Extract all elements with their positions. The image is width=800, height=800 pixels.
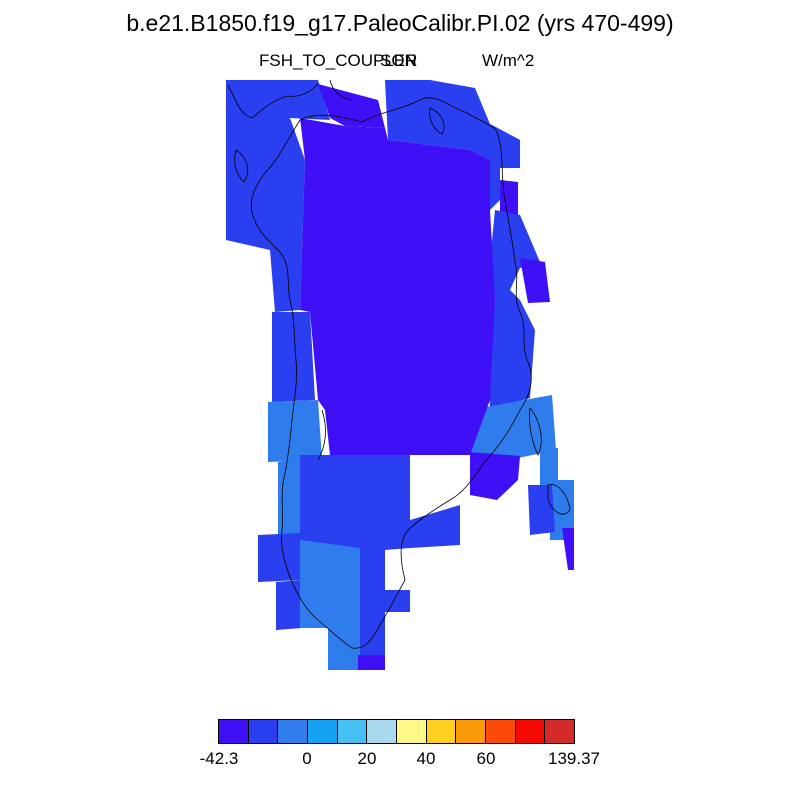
colorbar-box [308,720,338,743]
colorbar-box [278,720,309,743]
variable-label: FSH_TO_COUPLER [259,51,418,70]
field-cell [540,448,558,485]
field-cell [328,628,360,670]
colorbar [218,719,575,744]
field-cell [226,118,305,312]
field-cell [528,485,555,535]
field-cell [278,460,302,537]
colorbar-tick-label: 40 [416,749,436,768]
field-cell [500,180,518,218]
field-cell [490,124,520,210]
field-cell [272,312,315,402]
colorbar-box [545,720,575,743]
season-label: SON [380,51,417,70]
colorbar-box [486,720,516,743]
field-cell [550,480,574,540]
field-cell [360,548,410,655]
colorbar-box [367,720,398,743]
field-cell [226,80,330,160]
field-cell [385,80,520,168]
field-cell [470,395,556,458]
colorbar-box [337,720,368,743]
colorbar-box [219,720,249,743]
field-cell [258,533,302,582]
colorbar-tick-label: -42.3 [199,749,239,768]
colorbar-box [397,720,427,743]
field-cell [268,400,322,462]
plot-title: b.e21.B1850.f19_g17.PaleoCalibr.PI.02 (y… [126,10,674,36]
coastline [227,79,571,649]
colorbar-box [515,720,546,743]
colorbar-tick-label: 20 [357,749,377,768]
field-cell [358,655,385,670]
field-cell [318,84,385,128]
colorbar-tick-label: 139.37 [548,749,600,768]
field-cell [562,528,574,570]
colorbar-box [426,720,457,743]
colorbar-box [456,720,487,743]
field-cell [300,118,495,455]
units-label: W/m^2 [482,51,535,70]
colorbar-tick-label: 60 [476,749,496,768]
field-cells [226,80,574,670]
field-cell [470,452,520,500]
field-cell [276,580,302,630]
field-cell [300,540,360,628]
colorbar-tick-label: 0 [302,749,312,768]
field-cell [520,258,550,303]
colorbar-box [248,720,279,743]
